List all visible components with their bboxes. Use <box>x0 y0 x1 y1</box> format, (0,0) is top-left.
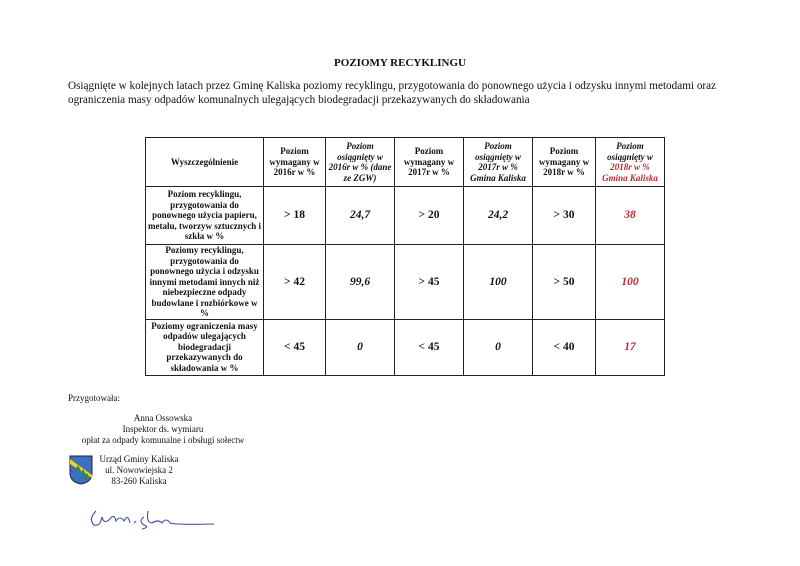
cell: > 30 <box>532 186 596 245</box>
cell: > 18 <box>263 186 326 245</box>
header-text: Poziom osiągnięty w <box>607 141 653 162</box>
cell: < 45 <box>263 318 326 376</box>
cell: 100 <box>463 244 533 320</box>
cell: > 42 <box>263 244 326 320</box>
intro-text: Osiągnięte w kolejnych latach przez Gmin… <box>68 80 717 106</box>
row-label: Poziomy ograniczenia masy odpadów ulegaj… <box>145 318 264 376</box>
row-label: Poziom recyklingu, przygotowania do pono… <box>145 186 264 245</box>
table-row: Poziomy ograniczenia masy odpadów ulegaj… <box>145 318 665 376</box>
row-label: Poziomy recyklingu, przygotowania do pon… <box>145 244 264 320</box>
cell: > 20 <box>394 186 464 245</box>
cell: 0 <box>325 318 395 376</box>
recycling-table: Wyszczególnienie Poziom wymagany w 2016r… <box>145 137 665 376</box>
cell: < 45 <box>394 318 464 376</box>
cell: 99,6 <box>325 244 395 320</box>
preparer-dept: opłat za odpady komunalne i obsługi sołe… <box>81 435 245 445</box>
header-cell: Poziom wymagany w 2018r w % <box>532 137 596 187</box>
preparer-name: Anna Ossowska <box>133 413 193 423</box>
header-cell: Poziom wymagany w 2017r w % <box>394 137 464 187</box>
header-cell: Poziom osiągnięty w 2017r w % Gmina Kali… <box>463 137 533 187</box>
preparer-role: Inspektor ds. wymiaru <box>122 424 204 434</box>
document-title: POZIOMY RECYKLINGU <box>334 57 466 69</box>
cell: > 50 <box>532 244 596 320</box>
header-cell: Poziom osiągnięty w 2018r w % Gmina Kalis… <box>595 137 665 187</box>
cell: 0 <box>463 318 533 376</box>
cell: 24,2 <box>463 186 533 245</box>
cell: > 45 <box>394 244 464 320</box>
table-row: Poziomy recyklingu, przygotowania do pon… <box>145 244 665 320</box>
cell: 100 <box>595 244 665 320</box>
office-street: ul. Nowowiejska 2 <box>105 465 173 475</box>
prepared-by-label: Przygotowała: <box>68 393 120 403</box>
office-address: Urząd Gminy Kaliska ul. Nowowiejska 2 83… <box>99 454 179 487</box>
cell: 38 <box>595 186 665 245</box>
preparer-info: Anna Ossowska Inspektor ds. wymiaru opła… <box>68 413 258 446</box>
header-cell: Wyszczególnienie <box>145 137 264 187</box>
handwritten-signature <box>90 510 215 530</box>
coat-of-arms-icon <box>69 455 93 485</box>
header-text-highlight: 2018r w % Gmina Kaliska <box>602 162 658 183</box>
office-name: Urząd Gminy Kaliska <box>99 454 179 464</box>
cell: 17 <box>595 318 665 376</box>
cell: 24,7 <box>325 186 395 245</box>
cell: < 40 <box>532 318 596 376</box>
office-city: 83-260 Kaliska <box>111 476 167 486</box>
header-cell: Poziom osiągnięty w 2016r w % (dane ze Z… <box>325 137 395 187</box>
table-row: Poziom recyklingu, przygotowania do pono… <box>145 186 665 245</box>
table-header-row: Wyszczególnienie Poziom wymagany w 2016r… <box>145 137 665 187</box>
header-cell: Poziom wymagany w 2016r w % <box>263 137 326 187</box>
